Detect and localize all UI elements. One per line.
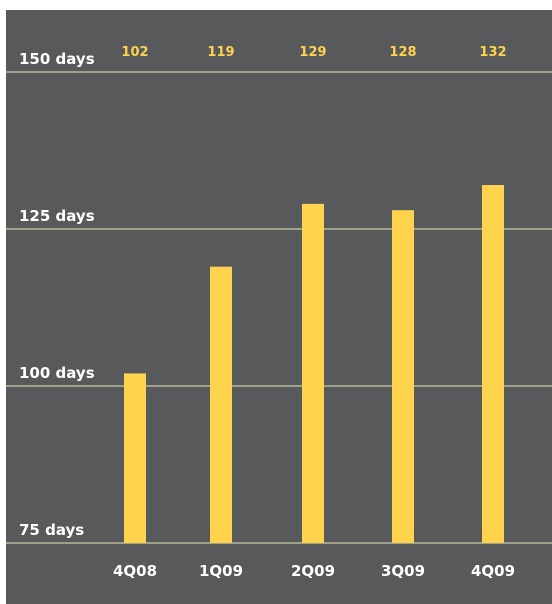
- chart-panel: [6, 10, 552, 604]
- bars: [124, 185, 504, 544]
- bar-value-label: 119: [207, 45, 234, 60]
- category-labels: 4Q08 1Q09 2Q09 3Q09 4Q09: [113, 562, 515, 580]
- y-tick-label: 125 days: [19, 207, 95, 225]
- bar: [302, 203, 324, 543]
- y-tick-labels: 75 days 100 days 125 days 150 days: [19, 50, 95, 539]
- bar: [210, 266, 232, 543]
- category-label: 4Q08: [113, 562, 157, 580]
- bar-value-label: 129: [299, 45, 326, 60]
- bar: [392, 210, 414, 543]
- bar-value-label: 102: [121, 45, 148, 60]
- category-label: 3Q09: [381, 562, 425, 580]
- value-labels: 102 119 129 128 132: [121, 45, 506, 60]
- y-tick-label: 100 days: [19, 364, 95, 382]
- category-label: 1Q09: [199, 562, 243, 580]
- bar: [482, 185, 504, 544]
- bar-value-label: 132: [479, 45, 506, 60]
- y-tick-label: 150 days: [19, 50, 95, 68]
- y-tick-label: 75 days: [19, 521, 84, 539]
- category-label: 2Q09: [291, 562, 335, 580]
- gridlines: [6, 71, 552, 544]
- bar: [124, 373, 146, 543]
- bar-value-label: 128: [389, 45, 416, 60]
- category-label: 4Q09: [471, 562, 515, 580]
